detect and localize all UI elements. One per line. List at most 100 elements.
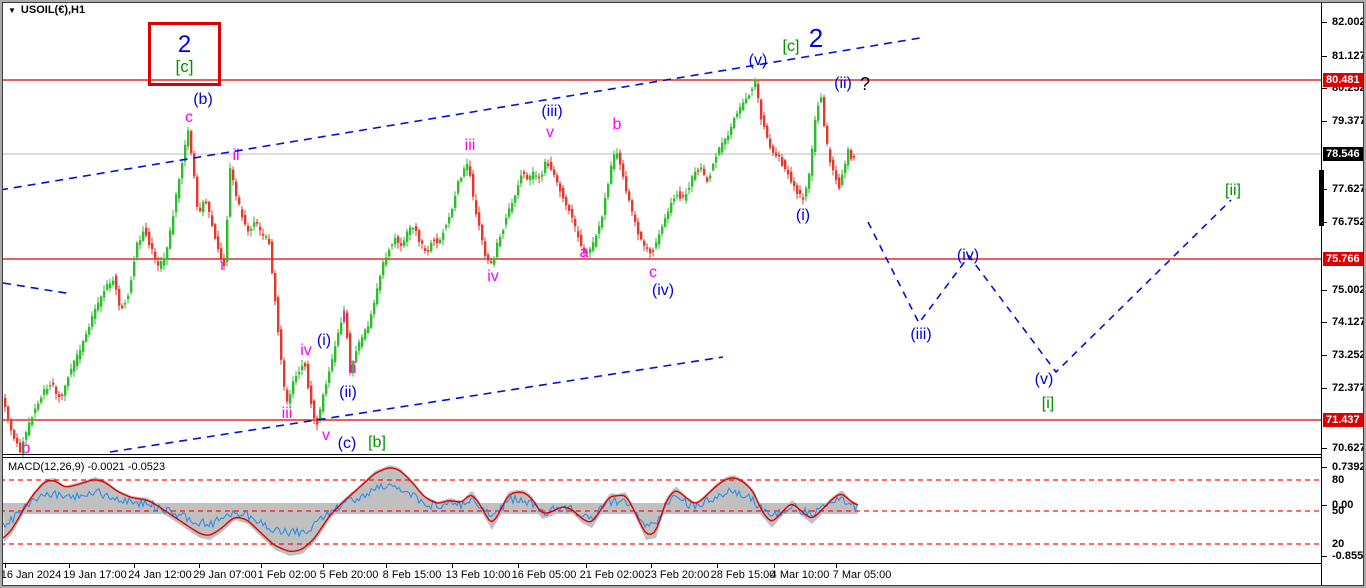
- time-label: 23 Feb 20:00: [645, 569, 710, 581]
- macd-time-separator: [2, 563, 1321, 564]
- wave-label-iii: (iii): [541, 104, 562, 120]
- time-tick-mark: [5, 564, 6, 568]
- wave-label-b: [b]: [368, 435, 386, 451]
- symbol-title: USOIL(€),H1: [21, 4, 85, 16]
- time-tick-mark: [586, 564, 587, 568]
- price-tick-mark: [1322, 448, 1327, 449]
- time-tick-mark: [386, 564, 387, 568]
- time-tick-mark: [323, 564, 324, 568]
- time-tick-mark: [836, 564, 837, 568]
- price-badge-78.546: 78.546: [1323, 147, 1366, 161]
- wave-label-v: v: [546, 125, 554, 141]
- wave-label-ii: [ii]: [1225, 183, 1241, 199]
- time-tick-mark: [717, 564, 718, 568]
- time-label: 24 Jan 12:00: [128, 569, 192, 581]
- macd-axis-0.7392: 0.7392: [1332, 461, 1366, 473]
- price-tick-mark: [1322, 88, 1327, 89]
- wave-label-2: 2: [809, 30, 823, 46]
- time-tick-mark: [452, 564, 453, 568]
- price-tick-mark: [1322, 22, 1327, 23]
- price-tick-82.002: 82.002: [1332, 16, 1366, 28]
- time-label: 29 Jan 07:00: [193, 569, 257, 581]
- wave-label-v: (v): [1035, 372, 1054, 388]
- time-tick-mark: [199, 564, 200, 568]
- time-label: 13 Feb 10:00: [446, 569, 511, 581]
- wave-2-label: 2: [178, 33, 191, 57]
- symbol-title-bar: ▼ USOIL(€),H1: [8, 4, 85, 16]
- price-axis[interactable]: 82.00281.12780.25279.37777.62776.75275.0…: [1322, 0, 1366, 588]
- wave-label-ii: (ii): [339, 385, 357, 401]
- price-tick-mark: [1322, 121, 1327, 122]
- time-label: 4 Mar 10:00: [771, 569, 830, 581]
- wave-label-iv: (iv): [957, 248, 979, 264]
- wave-label-v: v: [322, 428, 330, 444]
- macd-axis-20: 20: [1332, 538, 1344, 550]
- wave-label-: ?: [860, 76, 870, 92]
- wave-label-b: (b): [193, 92, 213, 108]
- wave-c-label: [c]: [176, 57, 194, 76]
- time-label: 8 Feb 15:00: [383, 569, 442, 581]
- price-tick-77.627: 77.627: [1332, 183, 1366, 195]
- candles: [4, 78, 855, 459]
- wave-label-iii: iii: [282, 406, 293, 422]
- price-tick-72.377: 72.377: [1332, 382, 1366, 394]
- wave-label-iv: iv: [487, 269, 499, 285]
- time-tick-mark: [261, 564, 262, 568]
- wave-label-i: i: [220, 258, 224, 274]
- wave-label-ii: ii: [349, 361, 356, 377]
- time-tick-mark: [651, 564, 652, 568]
- wave-label-c: (c): [338, 436, 357, 452]
- time-label: 5 Feb 20:00: [320, 569, 379, 581]
- wave-label-b: b: [613, 117, 622, 133]
- macd-tick-mark: [1322, 505, 1327, 506]
- forecast-path[interactable]: [868, 200, 1231, 372]
- macd-tick-mark: [1322, 556, 1327, 557]
- time-tick-mark: [774, 564, 775, 568]
- time-tick-mark: [69, 564, 70, 568]
- time-tick-mark: [134, 564, 135, 568]
- price-tick-70.627: 70.627: [1332, 442, 1366, 454]
- chart-macd-separator[interactable]: [2, 454, 1321, 455]
- time-label: 21 Feb 02:00: [580, 569, 645, 581]
- price-tick-mark: [1322, 222, 1327, 223]
- wave-2c-annotation-box: 2 [c]: [148, 22, 221, 86]
- wave-label-v: (v): [749, 53, 768, 69]
- collapse-icon[interactable]: ▼: [8, 6, 16, 15]
- price-tick-mark: [1322, 388, 1327, 389]
- price-tick-mark: [1322, 56, 1327, 57]
- chart-macd-separator-2[interactable]: [2, 457, 1321, 458]
- time-label: 19 Jan 17:00: [63, 569, 127, 581]
- price-tick-mark: [1322, 322, 1327, 323]
- price-tick-74.127: 74.127: [1332, 316, 1366, 328]
- wave-label-ii: ii: [232, 148, 239, 164]
- price-tick-73.252: 73.252: [1332, 349, 1366, 361]
- wave-label-i: (i): [796, 208, 810, 224]
- wave-label-c: [c]: [783, 39, 800, 55]
- axis-grip[interactable]: [1319, 170, 1324, 226]
- wave-label-b: b: [22, 441, 31, 457]
- wave-label-i: i: [342, 309, 346, 325]
- time-label: 1 Feb 02:00: [258, 569, 317, 581]
- wave-label-iv: iv: [300, 343, 312, 359]
- time-tick-mark: [518, 564, 519, 568]
- price-badge-71.437: 71.437: [1323, 413, 1366, 427]
- wave-label-iii: (iii): [910, 327, 931, 343]
- wave-label-iii: iii: [465, 138, 476, 154]
- price-tick-75.002: 75.002: [1332, 284, 1366, 296]
- wave-label-a: a: [580, 245, 589, 261]
- price-badge-75.766: 75.766: [1323, 252, 1366, 266]
- trendline-2[interactable]: [3, 283, 72, 294]
- wave-label-iv: (iv): [652, 283, 674, 299]
- price-tick-mark: [1322, 290, 1327, 291]
- time-label: 16 Jan 2024: [1, 569, 62, 581]
- trendline-1[interactable]: [110, 357, 723, 452]
- price-tick-mark: [1322, 355, 1327, 356]
- time-label: 7 Mar 05:00: [833, 569, 892, 581]
- wave-label-c: c: [185, 110, 193, 126]
- time-label: 28 Feb 15:00: [711, 569, 776, 581]
- price-badge-80.481: 80.481: [1323, 73, 1366, 87]
- time-label: 16 Feb 05:00: [512, 569, 577, 581]
- time-axis[interactable]: 16 Jan 202419 Jan 17:0024 Jan 12:0029 Ja…: [2, 564, 1321, 586]
- price-tick-81.127: 81.127: [1332, 50, 1366, 62]
- wave-label-i: [i]: [1042, 396, 1054, 412]
